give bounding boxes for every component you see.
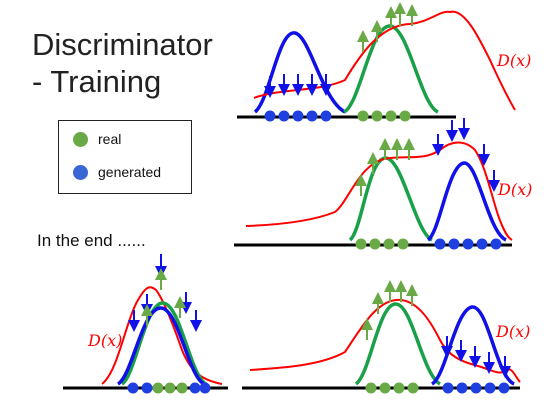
- generated-point: [462, 238, 474, 250]
- real-point: [357, 110, 369, 122]
- panel-top-d-label: D(x): [496, 51, 531, 70]
- generated-point: [189, 382, 201, 394]
- panel-top-generated-points: [264, 110, 332, 122]
- generated-point: [199, 382, 211, 394]
- generated-point: [278, 110, 290, 122]
- generated-point: [292, 110, 304, 122]
- panel-middle-generated-curve: [426, 161, 508, 242]
- panel-middle-up-arrows: [355, 138, 415, 196]
- panel-middle-d-label: D(x): [497, 180, 532, 199]
- real-point: [176, 382, 188, 394]
- generated-point: [320, 110, 332, 122]
- panel-bottom-left-up-arrows: [141, 268, 186, 326]
- generated-point: [484, 382, 496, 394]
- panel-bottom-right: D(x): [242, 280, 530, 394]
- legend-item-generated: generated: [73, 164, 161, 180]
- real-point: [369, 238, 381, 250]
- real-point: [383, 238, 395, 250]
- panel-bottom-right-d-label: D(x): [495, 322, 530, 341]
- real-point: [365, 382, 377, 394]
- panel-bottom-left-down-arrows: [128, 254, 202, 332]
- generated-point: [264, 110, 276, 122]
- panel-bottom-right-generated-curve: [430, 305, 516, 386]
- legend-label-real: real: [98, 131, 122, 147]
- generated-point: [498, 382, 510, 394]
- panel-bottom-right-generated-points: [442, 382, 510, 394]
- panel-middle-generated-points: [434, 238, 502, 250]
- panel-bottom-right-down-arrows: [441, 336, 511, 378]
- panel-bottom-left-d-label: D(x): [87, 331, 122, 350]
- panel-middle: D(x): [234, 118, 532, 250]
- generated-point: [490, 238, 502, 250]
- panel-bottom-left-points: [127, 382, 211, 394]
- legend-label-generated: generated: [98, 164, 162, 180]
- real-point: [399, 110, 411, 122]
- panel-bottom-right-real-curve: [354, 302, 442, 386]
- panel-bottom-left-discriminator-curve: [101, 286, 223, 385]
- generated-point: [442, 382, 454, 394]
- generated-point: [448, 238, 460, 250]
- generated-dot-icon: [73, 164, 88, 180]
- panel-top: D(x): [237, 2, 531, 122]
- real-point: [164, 382, 176, 394]
- generated-point: [306, 110, 318, 122]
- generated-point: [456, 382, 468, 394]
- legend-item-real: real: [73, 131, 121, 147]
- in-the-end-text: In the end ......: [37, 231, 146, 250]
- panel-middle-down-arrows: [432, 118, 500, 192]
- generated-point: [434, 238, 446, 250]
- panel-bottom-left: D(x): [63, 254, 228, 394]
- real-point: [397, 238, 409, 250]
- generated-point: [141, 382, 153, 394]
- real-dot-icon: [73, 131, 88, 147]
- panel-bottom-left-generated-curve: [116, 306, 206, 386]
- real-point: [379, 382, 391, 394]
- panel-bottom-right-up-arrows: [361, 280, 418, 340]
- panel-middle-real-points: [355, 238, 409, 250]
- slide-title: Discriminator - Training: [32, 27, 213, 99]
- real-point: [152, 382, 164, 394]
- panel-top-real-curve: [342, 24, 440, 114]
- real-point: [385, 110, 397, 122]
- panel-top-up-arrows: [357, 2, 418, 52]
- generated-point: [127, 382, 139, 394]
- panel-bottom-right-real-points: [365, 382, 419, 394]
- panel-top-generated-curve: [253, 31, 346, 114]
- panel-top-real-points: [357, 110, 411, 122]
- panel-top-down-arrows: [264, 74, 332, 98]
- real-point: [393, 382, 405, 394]
- real-point: [355, 238, 367, 250]
- legend-box: real generated: [58, 120, 192, 194]
- generated-point: [476, 238, 488, 250]
- real-point: [407, 382, 419, 394]
- panel-bottom-left-real-curve: [120, 301, 208, 386]
- generated-point: [470, 382, 482, 394]
- real-point: [371, 110, 383, 122]
- panel-middle-real-curve: [348, 156, 434, 242]
- panel-middle-discriminator-curve: [245, 141, 513, 241]
